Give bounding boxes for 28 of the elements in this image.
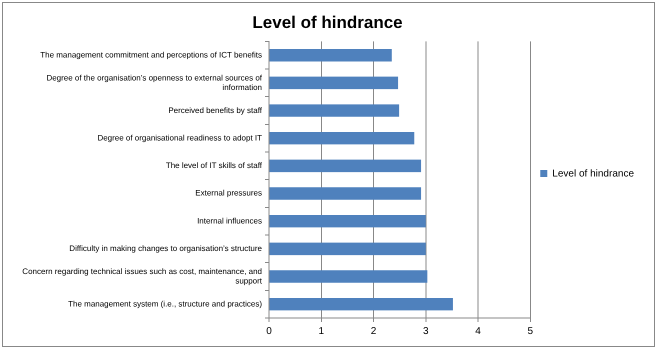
y-tick-label: External pressures [195, 188, 262, 198]
bar [270, 270, 428, 283]
bar [270, 160, 422, 172]
bar [270, 132, 414, 144]
x-tick-label: 5 [527, 326, 534, 337]
y-tick-label: The level of IT skills of staff [166, 161, 263, 170]
legend-label: Level of hindrance [552, 168, 634, 180]
x-tick-label: 1 [318, 326, 324, 337]
bar [270, 242, 426, 256]
y-tick-label: Degree of the organisation’s openness to external sources of information [46, 73, 263, 92]
bar [270, 49, 392, 62]
x-tick-label: 4 [475, 326, 482, 337]
y-tick-label: Degree of organisational readiness to adopt IT [97, 133, 262, 142]
x-tick-label: 0 [266, 326, 272, 337]
y-tick-label: Internal influences [197, 216, 262, 226]
chart-title: Level of hindrance [252, 12, 403, 32]
y-tick-label: The management system (i.e., structure and practices) [68, 299, 262, 308]
y-tick-label: Concern regarding technical issues such as cost, maintenance, and support [22, 266, 263, 286]
bar [270, 298, 453, 310]
x-tick-label: 2 [370, 326, 377, 337]
bar [270, 214, 426, 228]
x-tick-label: 3 [422, 326, 429, 337]
y-tick-label: Perceived benefits by staff [168, 106, 263, 115]
bar [270, 187, 422, 200]
y-tick-label: Difficulty in making changes to organisation’s structure [69, 244, 263, 254]
y-tick-label: The management commitment and perceptions of ICT benefits [40, 50, 262, 60]
bar [270, 104, 400, 117]
bar [270, 76, 398, 90]
